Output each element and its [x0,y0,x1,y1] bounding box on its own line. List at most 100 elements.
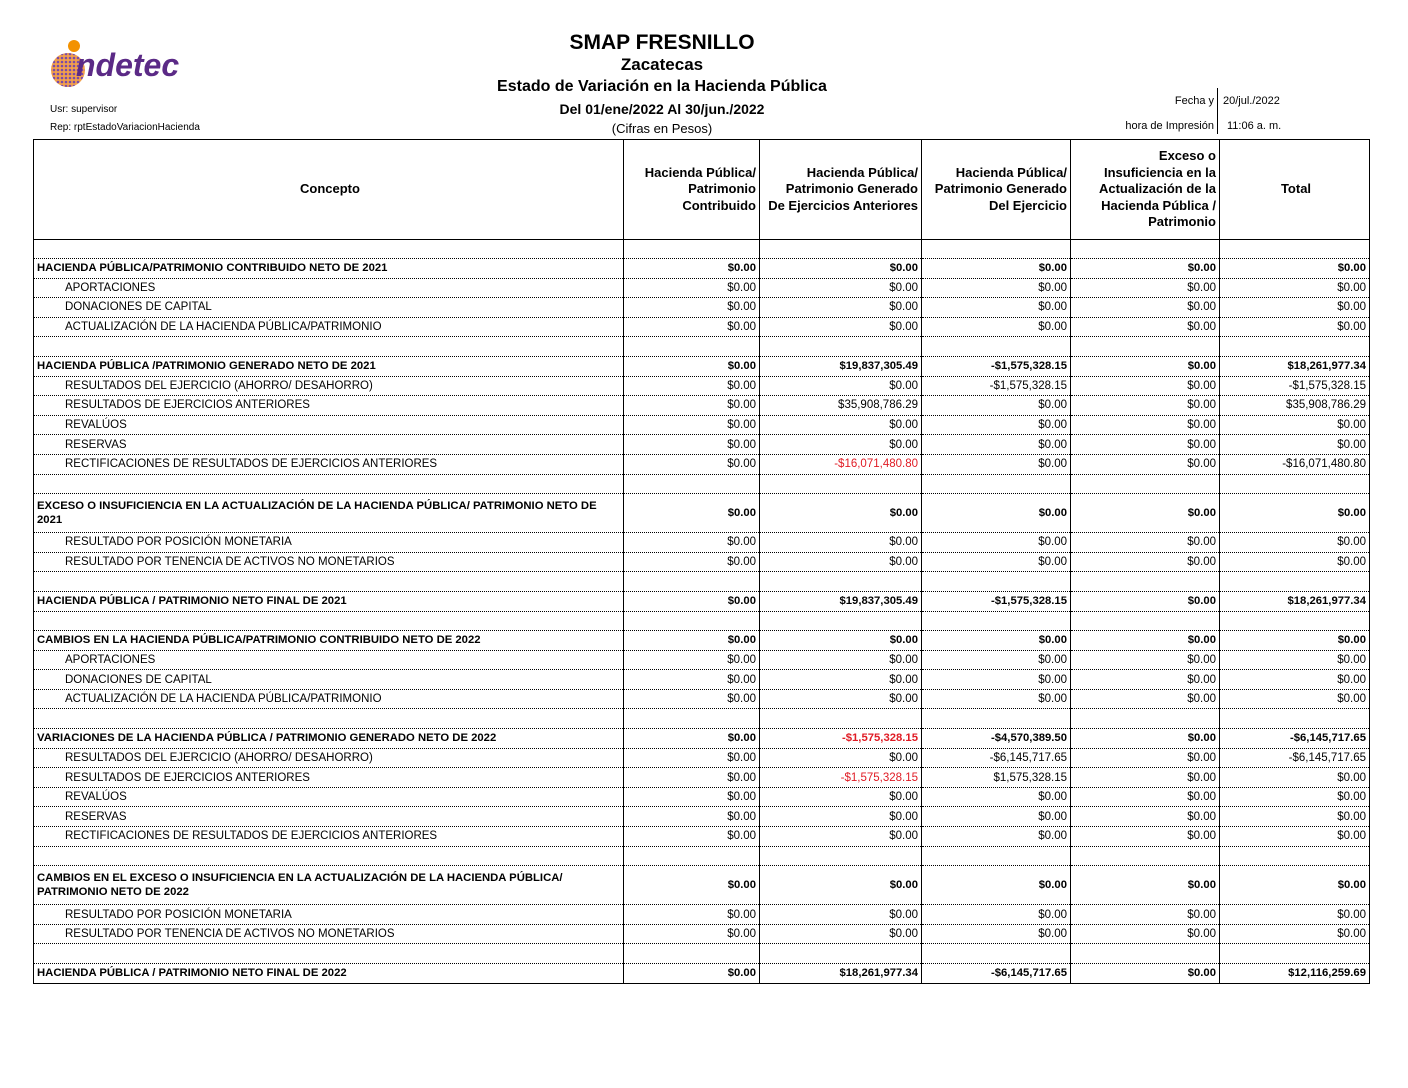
exceso-insuficiencia-cell: $0.00 [1070,552,1220,573]
concept-cell: HACIENDA PÚBLICA /PATRIMONIO GENERADO NE… [33,356,624,377]
contribuido-cell: $0.00 [623,278,760,299]
exceso-insuficiencia-cell: $0.00 [1070,317,1220,338]
ejercicios-anteriores-cell: $35,908,786.29 [759,395,922,416]
total-cell [1219,611,1370,632]
contribuido-cell: $0.00 [623,748,760,769]
contribuido-cell: $0.00 [623,787,760,808]
indetec-logo: ndetec [48,36,220,97]
total-cell: -$1,575,328.15 [1219,376,1370,397]
date-label: Fecha y [1174,95,1214,107]
table-row: RECTIFICACIONES DE RESULTADOS DE EJERCIC… [33,454,1370,475]
concept-cell: VARIACIONES DE LA HACIENDA PÚBLICA / PAT… [33,728,624,749]
concept-cell: RECTIFICACIONES DE RESULTADOS DE EJERCIC… [33,826,624,847]
ejercicios-anteriores-cell: $0.00 [759,806,922,828]
total-cell: $0.00 [1219,650,1370,671]
del-ejercicio-cell: -$6,145,717.65 [921,963,1071,984]
concept-cell: DONACIONES DE CAPITAL [33,297,624,318]
column-header-ejercicios-anteriores: Hacienda Pública/ Patrimonio Generado De… [759,139,922,240]
exceso-insuficiencia-cell: $0.00 [1070,650,1220,671]
contribuido-cell: $0.00 [623,434,760,455]
total-cell: -$6,145,717.65 [1219,728,1370,749]
concept-cell: DONACIONES DE CAPITAL [33,669,624,690]
concept-cell: RESULTADO POR TENENCIA DE ACTIVOS NO MON… [33,552,624,573]
del-ejercicio-cell: -$1,575,328.15 [921,591,1071,612]
contribuido-cell: $0.00 [623,826,760,847]
svg-text:ndetec: ndetec [76,47,179,83]
del-ejercicio-cell: $0.00 [921,395,1071,416]
concept-cell [33,239,624,259]
contribuido-cell: $0.00 [623,924,760,945]
header-row: CAMBIOS EN EL EXCESO O INSUFICIENCIA EN … [33,865,1370,906]
exceso-insuficiencia-cell: $0.00 [1070,376,1220,397]
table-row: RESULTADOS DEL EJERCICIO (AHORRO/ DESAHO… [33,376,1370,397]
ejercicios-anteriores-cell [759,239,922,259]
table-row: ACTUALIZACIÓN DE LA HACIENDA PÚBLICA/PAT… [33,689,1370,710]
table-row: RESULTADO POR TENENCIA DE ACTIVOS NO MON… [33,924,1370,945]
exceso-insuficiencia-cell [1070,846,1220,867]
variation-table: Concepto Hacienda Pública/ Patrimonio Co… [33,139,1370,984]
concept-cell: RESERVAS [33,806,624,828]
table-row: RESULTADOS DE EJERCICIOS ANTERIORES $0.00… [33,395,1370,416]
total-cell [1219,571,1370,592]
total-cell: $0.00 [1219,865,1370,906]
del-ejercicio-cell [921,611,1071,632]
del-ejercicio-cell: -$6,145,717.65 [921,748,1071,769]
total-cell: $18,261,977.34 [1219,356,1370,377]
report-units: (Cifras en Pesos) [611,121,713,136]
total-cell: $18,261,977.34 [1219,591,1370,612]
exceso-insuficiencia-cell: $0.00 [1070,689,1220,710]
ejercicios-anteriores-cell: $0.00 [759,865,922,906]
exceso-insuficiencia-cell [1070,336,1220,357]
exceso-insuficiencia-cell: $0.00 [1070,434,1220,455]
table-row: RESULTADO POR POSICIÓN MONETARIA $0.00 $0.… [33,904,1370,925]
ejercicios-anteriores-cell: $0.00 [759,650,922,671]
entity-title: SMAP FRESNILLO [569,31,755,54]
total-cell: $0.00 [1219,689,1370,710]
report-id-label: Rep: rptEstadoVariacionHacienda [50,122,200,133]
table-row: RESULTADO POR TENENCIA DE ACTIVOS NO MON… [33,552,1370,573]
concept-cell: RESULTADOS DE EJERCICIOS ANTERIORES [33,767,624,788]
table-row: RESULTADOS DE EJERCICIOS ANTERIORES $0.00… [33,767,1370,788]
exceso-insuficiencia-cell: $0.00 [1070,806,1220,828]
blank-row [33,611,1370,632]
ejercicios-anteriores-cell: $0.00 [759,532,922,553]
del-ejercicio-cell: $0.00 [921,904,1071,925]
exceso-insuficiencia-cell: $0.00 [1070,258,1220,279]
exceso-insuficiencia-cell: $0.00 [1070,591,1220,612]
ejercicios-anteriores-cell: $0.00 [759,904,922,925]
table-row: REVALÚOS $0.00 $0.00 $0.00 $0.00 $0.00 [33,787,1370,808]
total-cell: $0.00 [1219,278,1370,299]
del-ejercicio-cell: $0.00 [921,552,1071,573]
ejercicios-anteriores-cell: $0.00 [759,278,922,299]
exceso-insuficiencia-cell: $0.00 [1070,395,1220,416]
exceso-insuficiencia-cell: $0.00 [1070,454,1220,475]
del-ejercicio-cell [921,336,1071,357]
header-row: EXCESO O INSUFICIENCIA EN LA ACTUALIZACI… [33,493,1370,534]
ejercicios-anteriores-cell: $0.00 [759,748,922,769]
contribuido-cell [623,708,760,730]
blank-row [33,571,1370,592]
total-cell: $0.00 [1219,806,1370,828]
exceso-insuficiencia-cell: $0.00 [1070,728,1220,749]
exceso-insuficiencia-cell: $0.00 [1070,278,1220,299]
exceso-insuficiencia-cell: $0.00 [1070,748,1220,769]
ejercicios-anteriores-cell: $0.00 [759,317,922,338]
total-cell: $0.00 [1219,904,1370,925]
concept-cell [33,708,624,730]
contribuido-cell: $0.00 [623,650,760,671]
concept-cell: APORTACIONES [33,278,624,299]
concept-cell: ACTUALIZACIÓN DE LA HACIENDA PÚBLICA/PAT… [33,689,624,710]
table-row: DONACIONES DE CAPITAL $0.00 $0.00 $0.00 $0.0… [33,669,1370,690]
concept-cell: HACIENDA PÚBLICA / PATRIMONIO NETO FINAL… [33,591,624,612]
table-row: DONACIONES DE CAPITAL $0.00 $0.00 $0.00 $0.0… [33,297,1370,318]
contribuido-cell: $0.00 [623,297,760,318]
total-cell: $0.00 [1219,532,1370,553]
contribuido-cell: $0.00 [623,376,760,397]
ejercicios-anteriores-cell [759,571,922,592]
exceso-insuficiencia-cell [1070,239,1220,259]
concept-cell: RESULTADO POR POSICIÓN MONETARIA [33,904,624,925]
contribuido-cell: $0.00 [623,415,760,436]
ejercicios-anteriores-cell: $0.00 [759,434,922,455]
concept-cell: APORTACIONES [33,650,624,671]
ejercicios-anteriores-cell: $18,261,977.34 [759,963,922,984]
